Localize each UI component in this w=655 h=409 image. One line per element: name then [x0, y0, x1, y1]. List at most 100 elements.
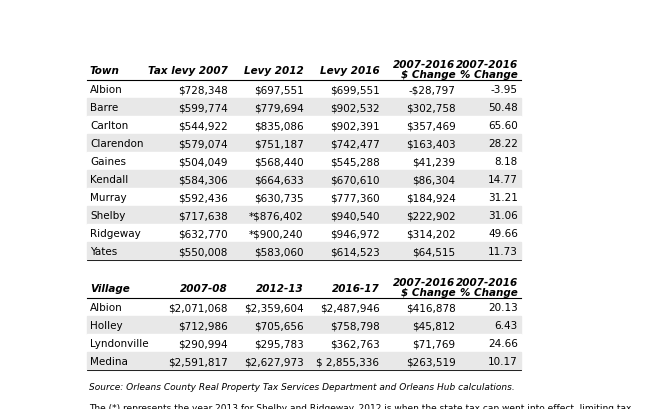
Text: $751,187: $751,187 — [253, 139, 303, 149]
Text: $163,403: $163,403 — [406, 139, 455, 149]
Text: $584,306: $584,306 — [178, 175, 227, 185]
Text: $2,487,946: $2,487,946 — [320, 303, 379, 312]
Text: Albion: Albion — [90, 85, 122, 95]
Bar — [87, 276, 521, 299]
Text: 11.73: 11.73 — [488, 247, 518, 257]
Text: $290,994: $290,994 — [178, 339, 227, 348]
Text: Carlton: Carlton — [90, 121, 128, 131]
Text: $568,440: $568,440 — [253, 157, 303, 167]
Bar — [87, 117, 521, 135]
Bar — [87, 207, 521, 225]
Bar — [87, 171, 521, 189]
Text: $742,477: $742,477 — [329, 139, 379, 149]
Text: Medina: Medina — [90, 357, 128, 366]
Text: 50.48: 50.48 — [488, 103, 518, 113]
Text: *$900,240: *$900,240 — [249, 229, 303, 239]
Text: The (*) represents the year 2013 for Shelby and Ridgeway. 2012 is when the state: The (*) represents the year 2013 for She… — [90, 403, 632, 409]
Text: Kendall: Kendall — [90, 175, 128, 185]
Text: $416,878: $416,878 — [405, 303, 455, 312]
Text: 28.22: 28.22 — [488, 139, 518, 149]
Text: $717,638: $717,638 — [178, 211, 227, 221]
Text: $779,694: $779,694 — [253, 103, 303, 113]
Text: 2012-13: 2012-13 — [255, 283, 303, 293]
Bar — [87, 243, 521, 261]
Text: 6.43: 6.43 — [495, 321, 518, 330]
Text: $545,288: $545,288 — [329, 157, 379, 167]
Text: 24.66: 24.66 — [488, 339, 518, 348]
Text: $263,519: $263,519 — [405, 357, 455, 366]
Text: $314,202: $314,202 — [406, 229, 455, 239]
Text: 2007-2016: 2007-2016 — [393, 278, 455, 288]
Text: $946,972: $946,972 — [329, 229, 379, 239]
Text: % Change: % Change — [460, 70, 518, 80]
Text: 2016-17: 2016-17 — [331, 283, 379, 293]
Text: 49.66: 49.66 — [488, 229, 518, 239]
Bar — [87, 299, 521, 317]
Text: $728,348: $728,348 — [178, 85, 227, 95]
Text: Levy 2012: Levy 2012 — [244, 66, 303, 76]
Text: Tax levy 2007: Tax levy 2007 — [147, 66, 227, 76]
Bar — [87, 317, 521, 335]
Text: Shelby: Shelby — [90, 211, 125, 221]
Text: Town: Town — [90, 66, 120, 76]
Text: $ Change: $ Change — [401, 287, 455, 297]
Text: $86,304: $86,304 — [413, 175, 455, 185]
Text: $362,763: $362,763 — [329, 339, 379, 348]
Bar — [87, 189, 521, 207]
Text: $ Change: $ Change — [401, 70, 455, 80]
Text: $2,071,068: $2,071,068 — [168, 303, 227, 312]
Text: $712,986: $712,986 — [178, 321, 227, 330]
Text: -3.95: -3.95 — [491, 85, 518, 95]
Bar — [87, 58, 521, 81]
Text: $302,758: $302,758 — [406, 103, 455, 113]
Bar — [87, 353, 521, 371]
Text: $583,060: $583,060 — [254, 247, 303, 257]
Text: $664,633: $664,633 — [253, 175, 303, 185]
Text: Village: Village — [90, 283, 130, 293]
Text: $630,735: $630,735 — [253, 193, 303, 203]
Bar — [87, 99, 521, 117]
Text: $902,532: $902,532 — [329, 103, 379, 113]
Text: $758,798: $758,798 — [329, 321, 379, 330]
Text: 65.60: 65.60 — [488, 121, 518, 131]
Text: 8.18: 8.18 — [495, 157, 518, 167]
Text: 10.17: 10.17 — [488, 357, 518, 366]
Text: $902,391: $902,391 — [329, 121, 379, 131]
Text: $705,656: $705,656 — [253, 321, 303, 330]
Text: $614,523: $614,523 — [329, 247, 379, 257]
Text: $697,551: $697,551 — [253, 85, 303, 95]
Text: $550,008: $550,008 — [178, 247, 227, 257]
Text: 14.77: 14.77 — [488, 175, 518, 185]
Text: $699,551: $699,551 — [329, 85, 379, 95]
Text: 2007-2016: 2007-2016 — [456, 61, 518, 70]
Text: Ridgeway: Ridgeway — [90, 229, 141, 239]
Text: $2,591,817: $2,591,817 — [168, 357, 227, 366]
Text: $64,515: $64,515 — [412, 247, 455, 257]
Text: Clarendon: Clarendon — [90, 139, 143, 149]
Text: $544,922: $544,922 — [178, 121, 227, 131]
Text: -$28,797: -$28,797 — [409, 85, 455, 95]
Text: Source: Orleans County Real Property Tax Services Department and Orleans Hub cal: Source: Orleans County Real Property Tax… — [90, 382, 515, 391]
Text: $592,436: $592,436 — [178, 193, 227, 203]
Text: $670,610: $670,610 — [330, 175, 379, 185]
Text: 31.06: 31.06 — [488, 211, 518, 221]
Text: $632,770: $632,770 — [178, 229, 227, 239]
Text: *$876,402: *$876,402 — [249, 211, 303, 221]
Text: $222,902: $222,902 — [406, 211, 455, 221]
Text: Murray: Murray — [90, 193, 126, 203]
Text: $599,774: $599,774 — [178, 103, 227, 113]
Text: $45,812: $45,812 — [412, 321, 455, 330]
Text: $2,627,973: $2,627,973 — [244, 357, 303, 366]
Bar — [87, 135, 521, 153]
Text: $357,469: $357,469 — [405, 121, 455, 131]
Text: $184,924: $184,924 — [405, 193, 455, 203]
Text: $579,074: $579,074 — [178, 139, 227, 149]
Bar — [87, 225, 521, 243]
Text: 20.13: 20.13 — [488, 303, 518, 312]
Text: 2007-08: 2007-08 — [179, 283, 227, 293]
Text: Albion: Albion — [90, 303, 122, 312]
Text: $ 2,855,336: $ 2,855,336 — [316, 357, 379, 366]
Bar — [87, 335, 521, 353]
Text: 31.21: 31.21 — [488, 193, 518, 203]
Bar — [87, 81, 521, 99]
